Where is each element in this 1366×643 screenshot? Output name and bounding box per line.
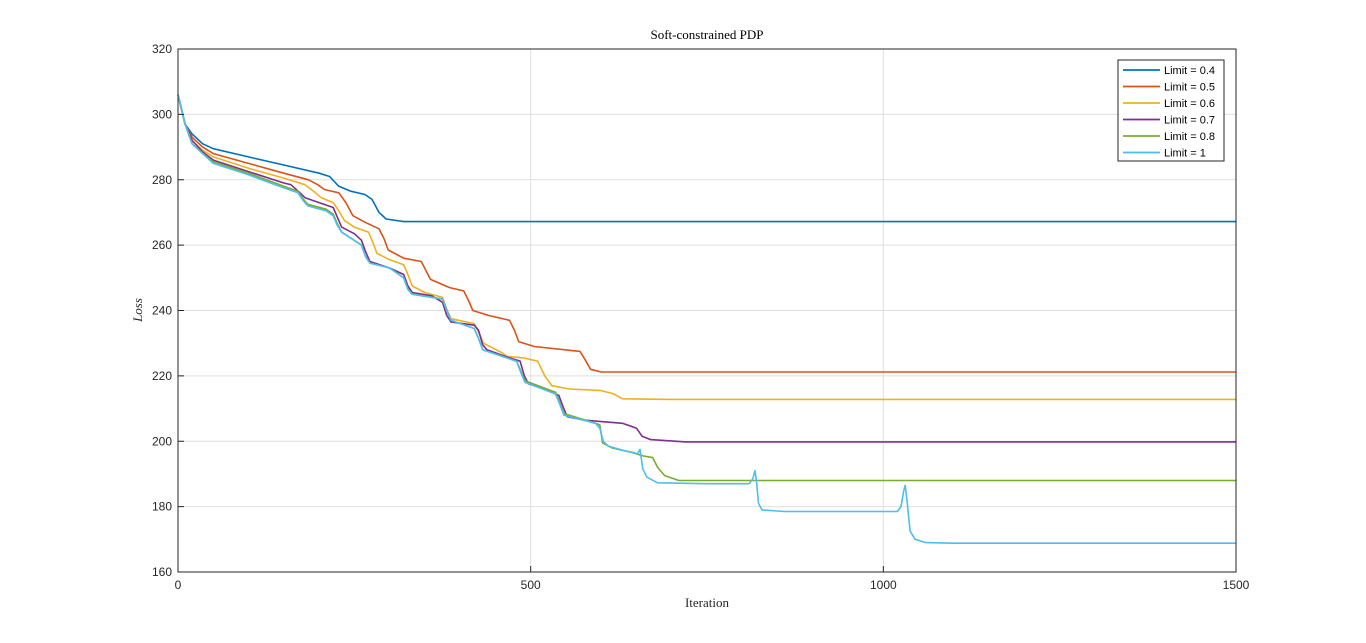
legend-label: Limit = 0.8 [1164,131,1215,143]
ticks: 0 500 1000 1500 160 180 200 220 240 260 280 300 320 [152,42,1250,592]
series-line-6 [177,94,1236,544]
legend: Limit = 0.4 Limit = 0.5 Limit = 0.6 Limit =… [1117,59,1225,162]
legend-label: Limit = 0.5 [1164,82,1215,94]
y-tick-label: 200 [152,434,172,448]
y-axis-label: Loss [130,298,145,323]
x-tick-label: 1500 [1223,578,1250,592]
x-axis-label: Iteration [685,595,730,610]
legend-label: Limit = 0.7 [1164,115,1215,127]
chart-title: Soft-constrained PDP [650,27,763,42]
y-tick-label: 180 [152,500,172,514]
legend-label: Limit = 0.4 [1164,65,1215,77]
legend-label: Limit = 0.6 [1164,98,1215,110]
x-tick-label: 500 [521,578,541,592]
legend-box [1117,59,1225,162]
y-tick-label: 320 [152,42,172,56]
series-line-3 [177,94,1236,401]
series-line-1 [177,94,1236,223]
x-tick-label: 1000 [870,578,897,592]
y-tick-label: 220 [152,369,172,383]
y-tick-label: 300 [152,107,172,121]
series-line-2 [177,94,1236,373]
series-group [177,94,1236,544]
y-tick-label: 240 [152,304,172,318]
y-tick-label: 260 [152,238,172,252]
legend-label: Limit = 1 [1164,148,1206,160]
x-tick-label: 0 [175,578,182,592]
y-tick-label: 280 [152,173,172,187]
y-tick-label: 160 [152,565,172,579]
